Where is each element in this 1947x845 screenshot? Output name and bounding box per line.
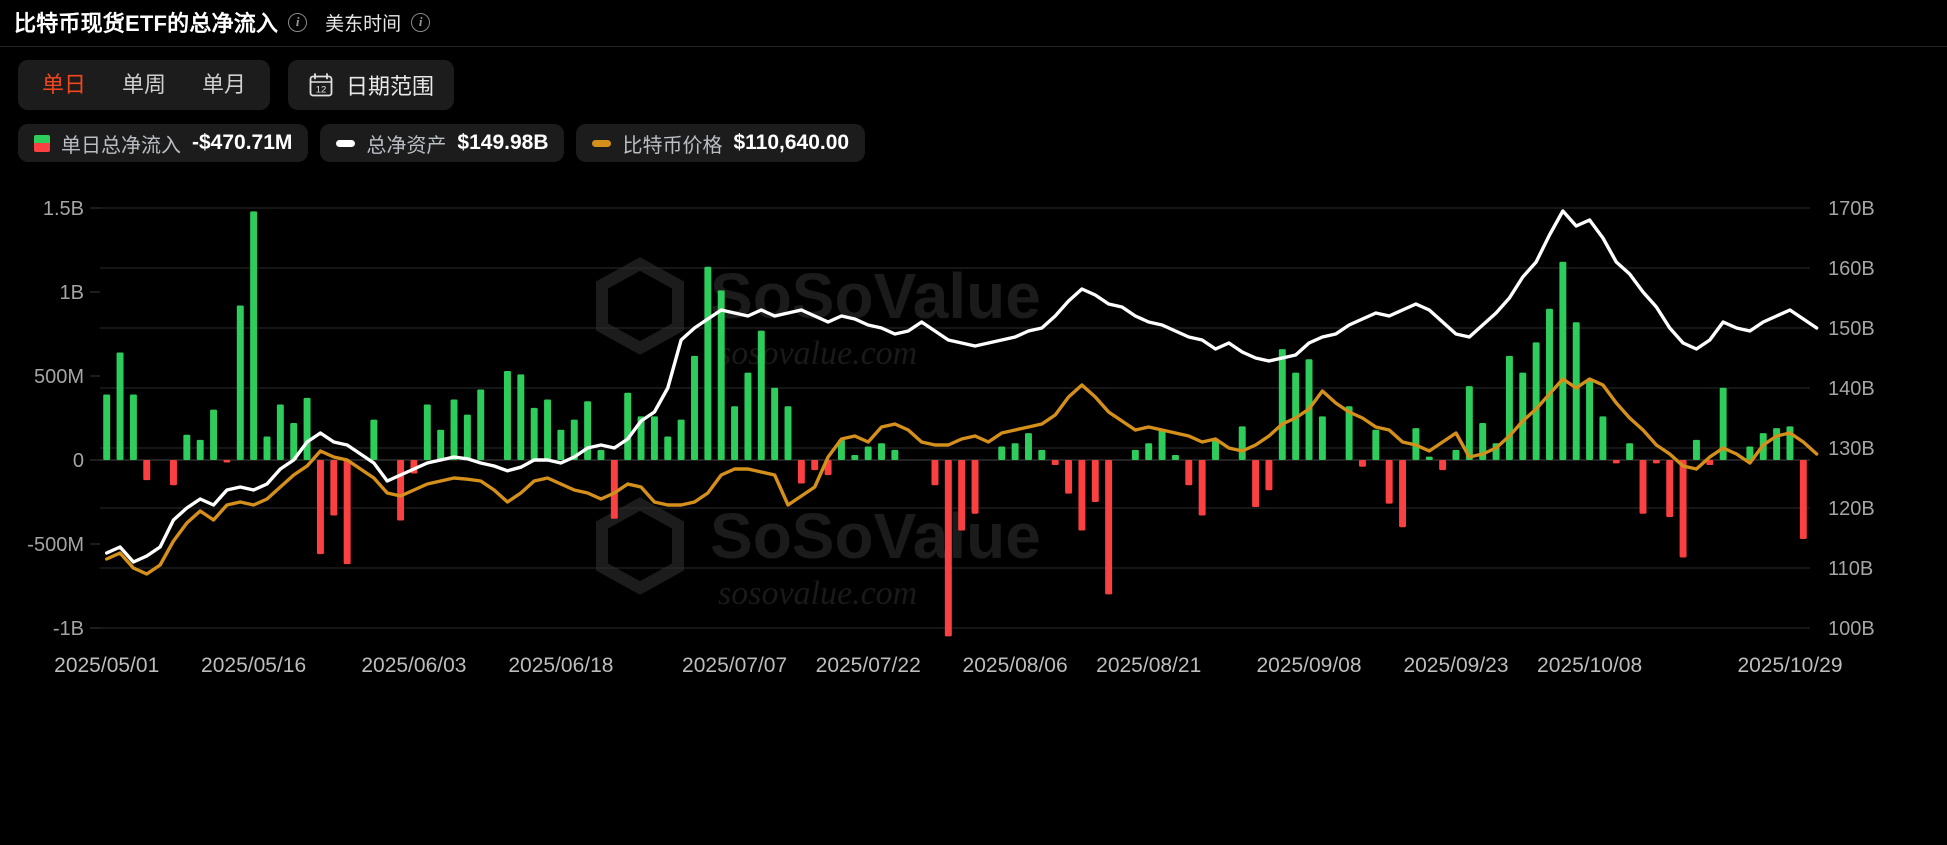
title-info-icon[interactable]: i	[288, 12, 308, 32]
legend-label: 单日总净流入	[61, 134, 181, 157]
svg-text:2025/08/21: 2025/08/21	[1096, 654, 1201, 677]
left-axis-labels: 1.5B 1B 500M 0 -500M -1B	[27, 198, 100, 640]
svg-text:2025/05/01: 2025/05/01	[54, 654, 159, 677]
controls-bar: 单日 单周 单月 12 日期范围	[0, 46, 1947, 110]
legend-value: $110,640.00	[733, 131, 850, 154]
svg-text:sosovalue.com: sosovalue.com	[718, 575, 917, 612]
calendar-icon: 12	[308, 72, 334, 98]
svg-text:sosovalue.com: sosovalue.com	[718, 335, 917, 372]
date-range-label: 日期范围	[346, 74, 435, 99]
page-header: 比特币现货ETF的总净流入 i 美东时间 i	[0, 0, 1947, 46]
timezone-label: 美东时间	[325, 13, 402, 35]
svg-text:-500M: -500M	[27, 534, 84, 556]
tab-daily[interactable]: 单日	[42, 72, 87, 97]
svg-text:2025/07/07: 2025/07/07	[682, 654, 787, 677]
line-marker-orange-icon	[592, 139, 612, 147]
date-range-button[interactable]: 12 日期范围	[288, 60, 455, 110]
line-series-total-net-assets	[104, 209, 1819, 564]
legend-total-net-assets[interactable]: 总净资产 $149.98B	[320, 124, 565, 162]
calendar-day-number: 12	[316, 85, 327, 96]
line-marker-white-icon	[336, 139, 356, 147]
svg-text:110B: 110B	[1828, 558, 1873, 580]
svg-text:170B: 170B	[1828, 198, 1875, 220]
svg-text:0: 0	[73, 450, 84, 472]
svg-text:2025/06/03: 2025/06/03	[361, 654, 466, 677]
page-title: 比特币现货ETF的总净流入	[14, 11, 279, 36]
legend-daily-net-inflow[interactable]: 单日总净流入 -$470.71M	[18, 124, 309, 162]
bar-marker-icon	[34, 134, 50, 152]
legend-value: -$470.71M	[192, 131, 293, 154]
svg-text:2025/07/22: 2025/07/22	[816, 654, 921, 677]
svg-text:1B: 1B	[60, 282, 84, 304]
svg-text:150B: 150B	[1828, 318, 1875, 340]
tab-weekly[interactable]: 单周	[122, 72, 167, 97]
chart-svg[interactable]: SoSoValuesosovalue.comSoSoValuesosovalue…	[0, 186, 1947, 845]
svg-text:2025/08/06: 2025/08/06	[963, 654, 1068, 677]
chart-area[interactable]: SoSoValue sosovalue.com SoSoValue sosovalue…	[0, 186, 1947, 845]
svg-text:2025/10/08: 2025/10/08	[1537, 654, 1642, 677]
watermark-layer: SoSoValuesosovalue.comSoSoValuesosovalue…	[596, 257, 1041, 612]
svg-text:130B: 130B	[1828, 438, 1875, 460]
line-series-bitcoin-price	[104, 377, 1819, 576]
legend-bitcoin-price[interactable]: 比特币价格 $110,640.00	[576, 124, 866, 162]
legend-label: 总净资产	[366, 134, 447, 157]
interval-tabs: 单日 单周 单月	[18, 60, 271, 110]
svg-text:SoSoValue: SoSoValue	[710, 500, 1041, 572]
x-axis-labels: 2025/05/01 2025/05/16 2025/06/03 2025/06/18…	[54, 654, 1842, 677]
svg-text:2025/10/29: 2025/10/29	[1737, 654, 1842, 677]
svg-text:120B: 120B	[1828, 498, 1875, 520]
legend-value: $149.98B	[457, 131, 549, 154]
svg-text:1.5B: 1.5B	[43, 198, 84, 220]
tab-monthly[interactable]: 单月	[202, 72, 247, 97]
timezone-info-icon[interactable]: i	[411, 12, 431, 32]
svg-text:100B: 100B	[1828, 618, 1875, 640]
svg-text:160B: 160B	[1828, 258, 1875, 280]
svg-text:2025/09/23: 2025/09/23	[1403, 654, 1508, 677]
svg-text:140B: 140B	[1828, 378, 1875, 400]
svg-text:2025/05/16: 2025/05/16	[201, 654, 306, 677]
bar-series-daily-net-inflow	[103, 211, 1807, 637]
header-divider	[0, 46, 1947, 47]
svg-text:-1B: -1B	[53, 618, 84, 640]
svg-text:SoSoValue: SoSoValue	[710, 260, 1041, 332]
right-axis-labels: 170B 160B 150B 140B 130B 120B 110B 100B	[1828, 198, 1875, 640]
chart-legend: 单日总净流入 -$470.71M 总净资产 $149.98B 比特币价格 $11…	[0, 110, 1947, 162]
svg-text:2025/09/08: 2025/09/08	[1256, 654, 1361, 677]
svg-text:500M: 500M	[34, 366, 84, 388]
legend-label: 比特币价格	[622, 134, 723, 157]
svg-text:2025/06/18: 2025/06/18	[508, 654, 613, 677]
